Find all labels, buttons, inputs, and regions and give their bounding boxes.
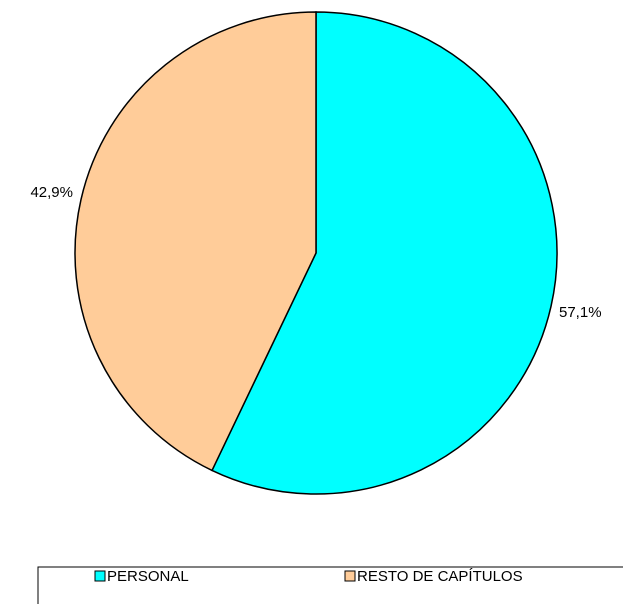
pie-slice bbox=[211, 11, 558, 495]
legend-swatch bbox=[94, 570, 106, 582]
data-label: 42,9% bbox=[30, 184, 73, 201]
legend-label: PERSONAL bbox=[107, 568, 189, 585]
pie-slice bbox=[74, 11, 317, 472]
legend-label: RESTO DE CAPÍTULOS bbox=[357, 568, 523, 585]
legend-box bbox=[37, 566, 623, 604]
data-label: 57,1% bbox=[559, 304, 602, 321]
legend-swatch bbox=[344, 570, 356, 582]
